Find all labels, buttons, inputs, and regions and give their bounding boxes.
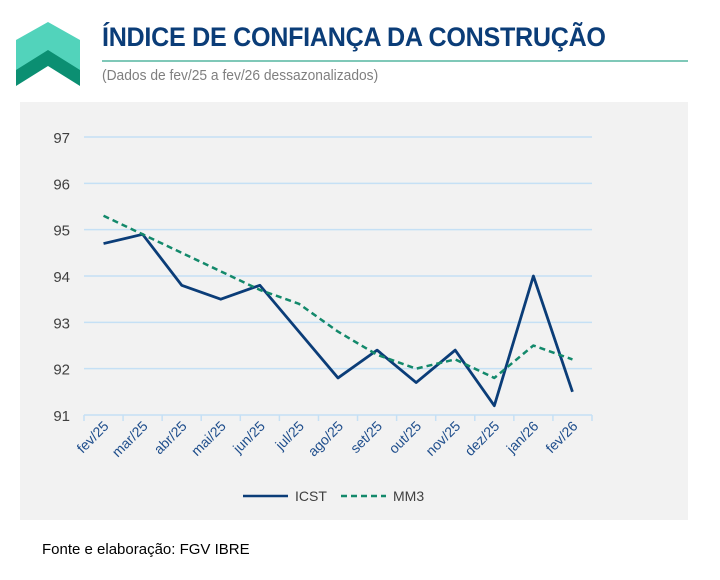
x-tick-label: jul/25 [271, 418, 307, 454]
x-tick-label: jan/26 [503, 418, 542, 457]
page-title: ÍNDICE DE CONFIANÇA DA CONSTRUÇÃO [102, 22, 606, 52]
series-line-icst [103, 232, 574, 408]
chart-card [20, 102, 688, 520]
legend-label: ICST [295, 488, 327, 504]
y-tick-label: 97 [53, 130, 70, 147]
x-tick-label: fev/25 [73, 418, 111, 456]
y-tick-label: 94 [53, 269, 70, 286]
x-tick-label: set/25 [347, 418, 385, 456]
x-tick-label: ago/25 [305, 418, 347, 460]
source-note: Fonte e elaboração: FGV IBRE [42, 541, 250, 558]
x-tick-label: mar/25 [109, 418, 151, 460]
legend-label: MM3 [393, 488, 424, 504]
y-tick-label: 92 [53, 362, 70, 379]
x-tick-label: dez/25 [461, 418, 502, 459]
x-tick-label: jun/25 [229, 418, 268, 457]
title-divider [102, 60, 688, 62]
fgv-logo-icon [16, 22, 80, 86]
x-tick-label: fev/26 [542, 418, 580, 456]
y-tick-label: 91 [53, 408, 70, 425]
page-subtitle: (Dados de fev/25 a fev/26 dessazonalizad… [102, 67, 379, 84]
x-tick-label: out/25 [385, 418, 424, 457]
x-tick-label: nov/25 [422, 418, 463, 459]
x-tick-label: mai/25 [188, 418, 229, 459]
y-tick-label: 95 [53, 223, 70, 240]
y-tick-label: 96 [53, 176, 70, 193]
series-line-mm3 [103, 214, 573, 380]
x-tick-label: abr/25 [150, 418, 190, 458]
y-tick-label: 93 [53, 315, 70, 332]
